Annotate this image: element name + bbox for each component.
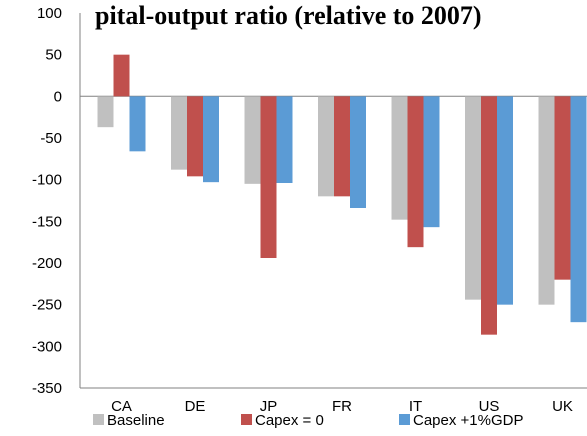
legend-swatch — [241, 414, 252, 425]
y-tick-labels: 100 50 0 -50 -100 -150 -200 -250 -300 -350 — [32, 5, 62, 397]
bar-de-series-2 — [187, 96, 203, 177]
bar-ca-series-1 — [97, 96, 114, 128]
bar-ca-series-3 — [129, 96, 146, 152]
legend-label: Baseline — [107, 412, 165, 429]
category-labels: CA DE JP FR IT US UK — [111, 398, 573, 415]
bar-uk-series-3 — [570, 96, 587, 323]
category-label: DE — [185, 398, 206, 415]
bar-it-series-2 — [407, 96, 424, 248]
y-tick-label: 50 — [45, 47, 62, 64]
bar-it-series-1 — [391, 96, 408, 220]
chart-title: pital-output ratio (relative to 2007) — [95, 1, 482, 30]
bar-uk-series-1 — [538, 96, 555, 305]
category-label: CA — [111, 398, 132, 415]
bar-fr-series-1 — [318, 96, 334, 197]
bar-fr-series-3 — [350, 96, 366, 208]
legend-label: Capex = 0 — [255, 412, 324, 429]
y-tick-label: -100 — [32, 172, 62, 189]
category-label: UK — [552, 398, 573, 415]
y-tick-label: -300 — [32, 338, 62, 355]
bar-jp-series-2 — [260, 96, 277, 258]
bar-it-series-3 — [423, 96, 440, 228]
bar-us-series-3 — [497, 96, 513, 305]
bar-us-series-1 — [465, 96, 481, 300]
y-tick-label: -200 — [32, 255, 62, 272]
category-label: JP — [260, 398, 278, 415]
bar-de-series-3 — [203, 96, 219, 183]
bar-us-series-2 — [481, 96, 497, 335]
category-label: FR — [332, 398, 352, 415]
bar-fr-series-2 — [334, 96, 350, 197]
legend-swatch — [399, 414, 410, 425]
y-tick-label: 100 — [37, 5, 62, 22]
y-tick-label: -250 — [32, 297, 62, 314]
category-label: US — [479, 398, 500, 415]
y-tick-label: -350 — [32, 380, 62, 397]
legend-label: Capex +1%GDP — [413, 412, 523, 429]
bar-jp-series-1 — [244, 96, 261, 184]
bar-ca-series-2 — [113, 54, 130, 97]
bars — [97, 54, 587, 335]
y-tick-label: -150 — [32, 213, 62, 230]
bar-jp-series-3 — [276, 96, 293, 183]
category-label: IT — [409, 398, 422, 415]
bar-de-series-1 — [171, 96, 187, 170]
bar-uk-series-2 — [554, 96, 571, 280]
legend-swatch — [93, 414, 104, 425]
y-tick-label: 0 — [54, 88, 62, 105]
y-tick-label: -50 — [40, 130, 62, 147]
legend: Baseline Capex = 0 Capex +1%GDP — [93, 412, 523, 429]
